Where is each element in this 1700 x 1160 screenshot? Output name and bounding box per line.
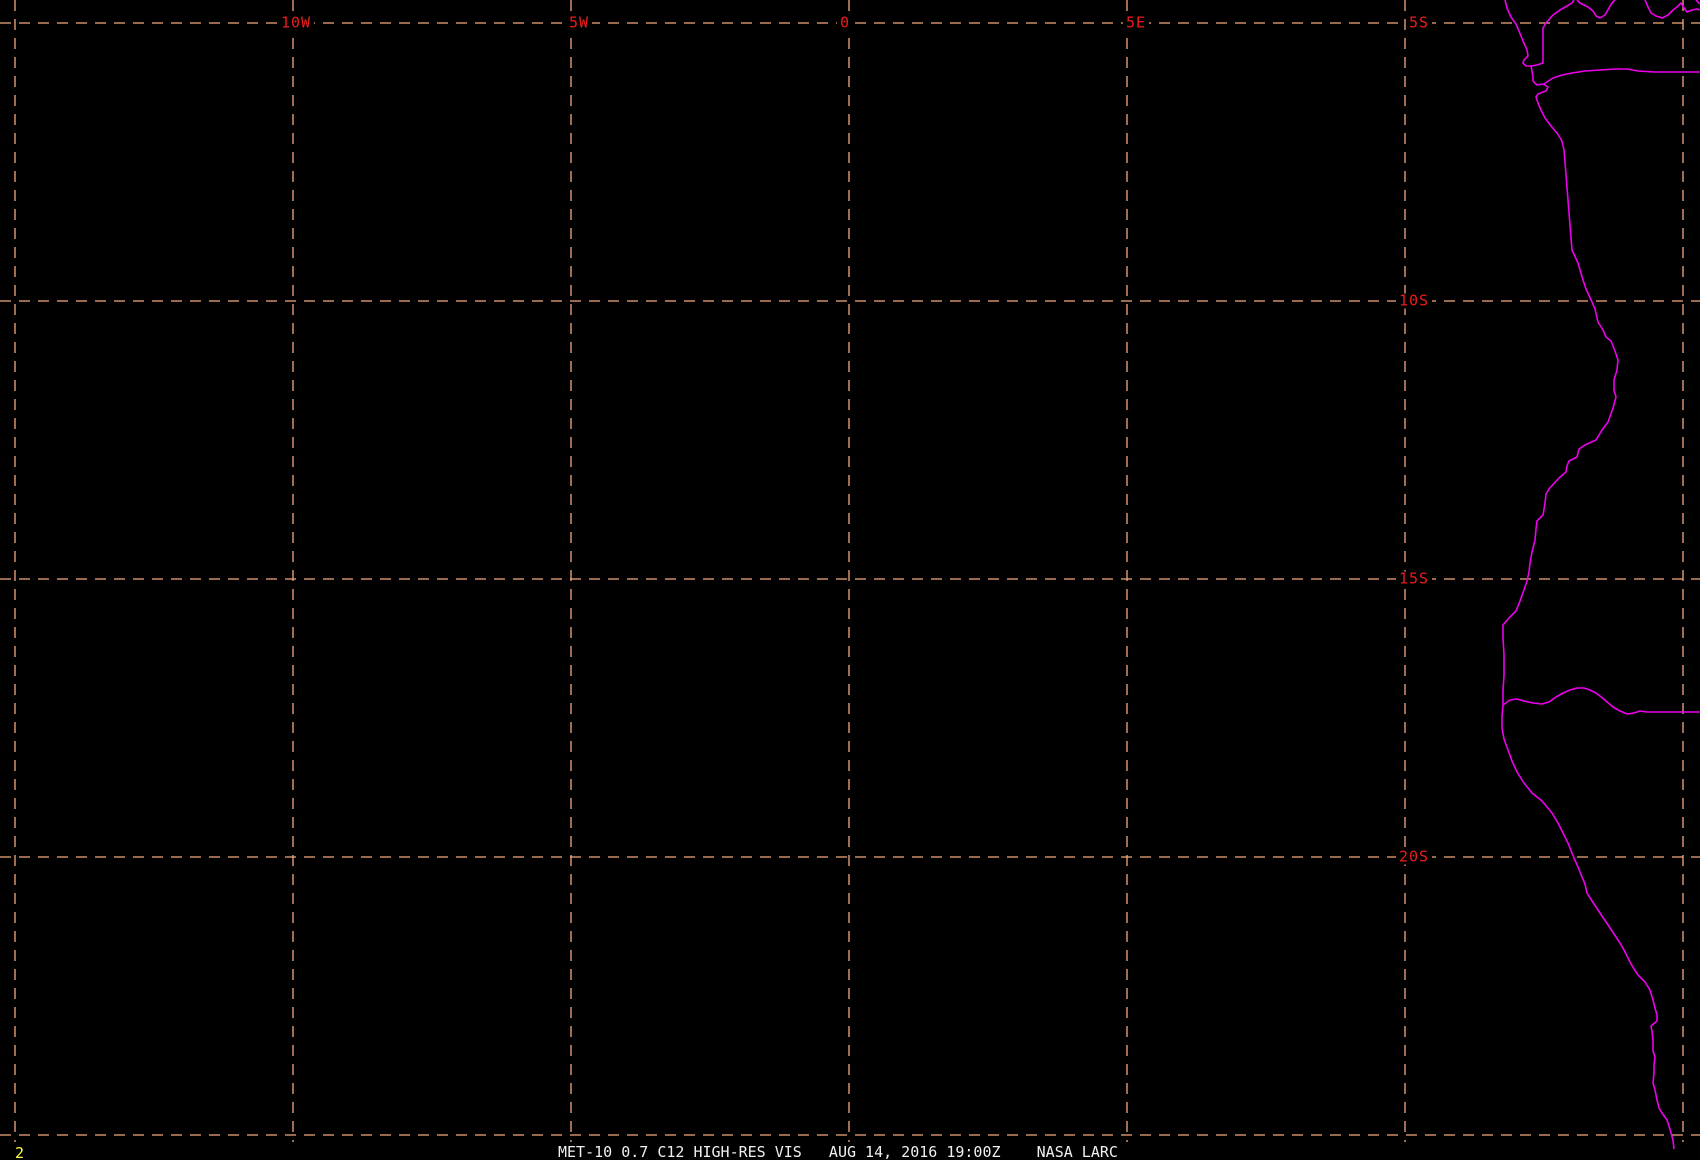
image-caption: MET-10 0.7 C12 HIGH-RES VIS AUG 14, 2016… bbox=[558, 1143, 1118, 1160]
coastline-path-congo-estuary-north-bank bbox=[1530, 0, 1575, 67]
coastline-path-gabon-coast-wiggle bbox=[1576, 0, 1616, 19]
longitude-label-5w: 5W bbox=[565, 15, 593, 31]
latitude-label-20s: 20S bbox=[1396, 849, 1433, 865]
coastline-path-coast-inlet-northeast bbox=[1644, 0, 1700, 19]
longitude-label-0: 0 bbox=[836, 15, 854, 31]
latitude-label-15s: 15S bbox=[1396, 571, 1433, 587]
longitude-label-10w: 10W bbox=[277, 15, 315, 31]
frame-number: 2 bbox=[15, 1144, 25, 1160]
latitude-label-10s: 10S bbox=[1396, 293, 1433, 309]
coastline-path-cunene-river-line bbox=[1502, 687, 1700, 715]
coastline-overlay bbox=[1501, 0, 1700, 1150]
latitude-label-5s: 5S bbox=[1406, 15, 1433, 31]
longitude-label-5e: 5E bbox=[1122, 15, 1150, 31]
coastline-path-africa-west-coast-main bbox=[1501, 0, 1675, 1150]
coastline-path-corner-segment bbox=[1695, 0, 1700, 5]
coastline-path-congo-river-line bbox=[1543, 68, 1700, 85]
